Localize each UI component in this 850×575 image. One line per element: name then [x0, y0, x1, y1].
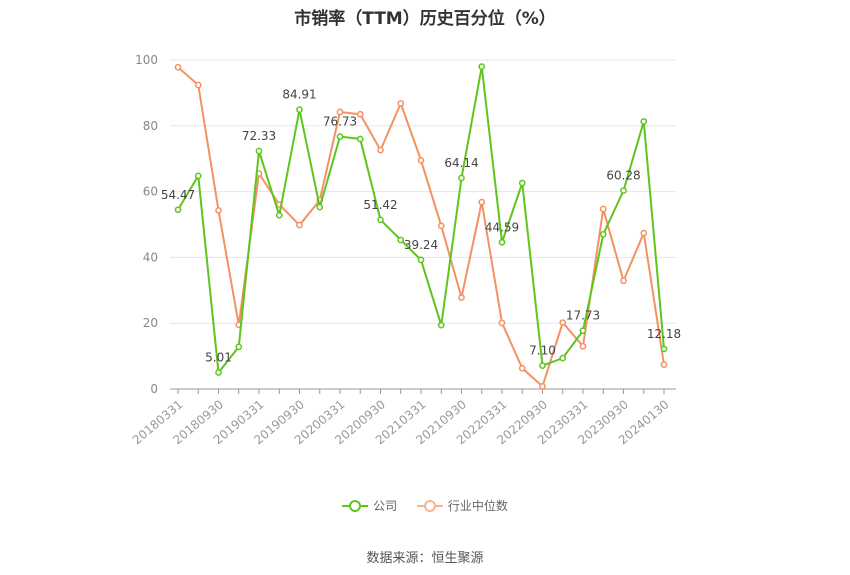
data-label: 54.47	[161, 188, 195, 202]
series-1-point	[174, 63, 182, 71]
series-1-point	[660, 361, 668, 369]
data-label: 7.10	[529, 344, 556, 358]
series-1-point	[640, 229, 648, 237]
series-1-point	[478, 198, 486, 206]
data-label: 44.59	[485, 220, 519, 234]
y-tick-label: 60	[143, 185, 158, 199]
series-0-point	[417, 256, 425, 264]
series-0-point	[235, 343, 243, 351]
series-1-point	[377, 146, 384, 154]
y-tick-label: 80	[143, 119, 158, 133]
series-1-point	[599, 205, 607, 213]
data-label: 17.73	[566, 309, 600, 323]
data-label: 51.42	[363, 198, 397, 212]
data-label: 39.24	[404, 238, 438, 252]
legend-swatch-industry-median	[416, 499, 443, 513]
series-0-point	[458, 174, 465, 182]
series-0-point	[539, 362, 546, 369]
series-1-point	[194, 81, 202, 89]
data-label: 5.01	[205, 351, 232, 365]
series-0-point	[478, 63, 486, 70]
series-1-point	[437, 222, 445, 230]
series-1-point	[559, 319, 567, 326]
series-0-point	[255, 147, 263, 155]
series-line-0	[177, 66, 665, 376]
series-0-point	[640, 118, 648, 125]
legend-item-company[interactable]: 公司	[342, 497, 397, 514]
series-0-point	[215, 369, 222, 376]
series-0-point	[559, 354, 567, 362]
series-1-point	[215, 207, 222, 214]
y-tick-label: 100	[135, 53, 158, 67]
series-0-point	[437, 321, 445, 329]
series-1-point	[417, 156, 425, 164]
y-tick-label: 20	[143, 316, 158, 330]
series-0-point	[316, 203, 324, 211]
series-1-point	[356, 110, 364, 118]
y-tick-label: 0	[150, 382, 158, 396]
legend: 公司 行业中位数	[0, 497, 850, 516]
series-1-point	[498, 319, 506, 327]
series-0-point	[377, 216, 384, 224]
chart-title: 市销率（TTM）历史百分位（%）	[294, 9, 556, 29]
series-1-point	[397, 100, 405, 107]
y-tick-label: 40	[143, 250, 158, 264]
legend-label-industry-median: 行业中位数	[447, 499, 508, 513]
data-label: 72.33	[242, 129, 276, 143]
data-label: 84.91	[282, 88, 316, 102]
series-0-point	[296, 106, 303, 113]
data-label: 76.73	[323, 115, 357, 129]
series-0-point	[174, 206, 182, 214]
series-0-point	[336, 133, 344, 140]
legend-label-company: 公司	[373, 499, 398, 513]
series-1-point	[336, 108, 344, 116]
series-1-point	[539, 383, 546, 390]
series-0-point	[275, 211, 283, 219]
legend-swatch-company	[342, 499, 369, 513]
data-label: 60.28	[606, 169, 640, 183]
series-1-point	[296, 221, 303, 229]
series-1-point	[620, 277, 627, 285]
data-source: 数据来源：恒生聚源	[366, 551, 484, 566]
series-0-point	[579, 327, 587, 335]
series-0-point	[620, 187, 627, 195]
series-0-point	[599, 231, 607, 238]
series-0-point	[498, 238, 506, 246]
legend-item-industry-median[interactable]: 行业中位数	[416, 497, 508, 514]
series-0-point	[660, 345, 668, 353]
series-0-point	[194, 172, 202, 180]
series-0-point	[356, 135, 364, 143]
series-1-point	[518, 364, 526, 372]
series-1-point	[579, 342, 587, 350]
data-label: 12.18	[647, 327, 681, 341]
series-0-point	[397, 236, 405, 244]
series-0-point	[518, 179, 526, 187]
series-1-point	[458, 294, 465, 301]
data-label: 64.14	[444, 156, 478, 170]
